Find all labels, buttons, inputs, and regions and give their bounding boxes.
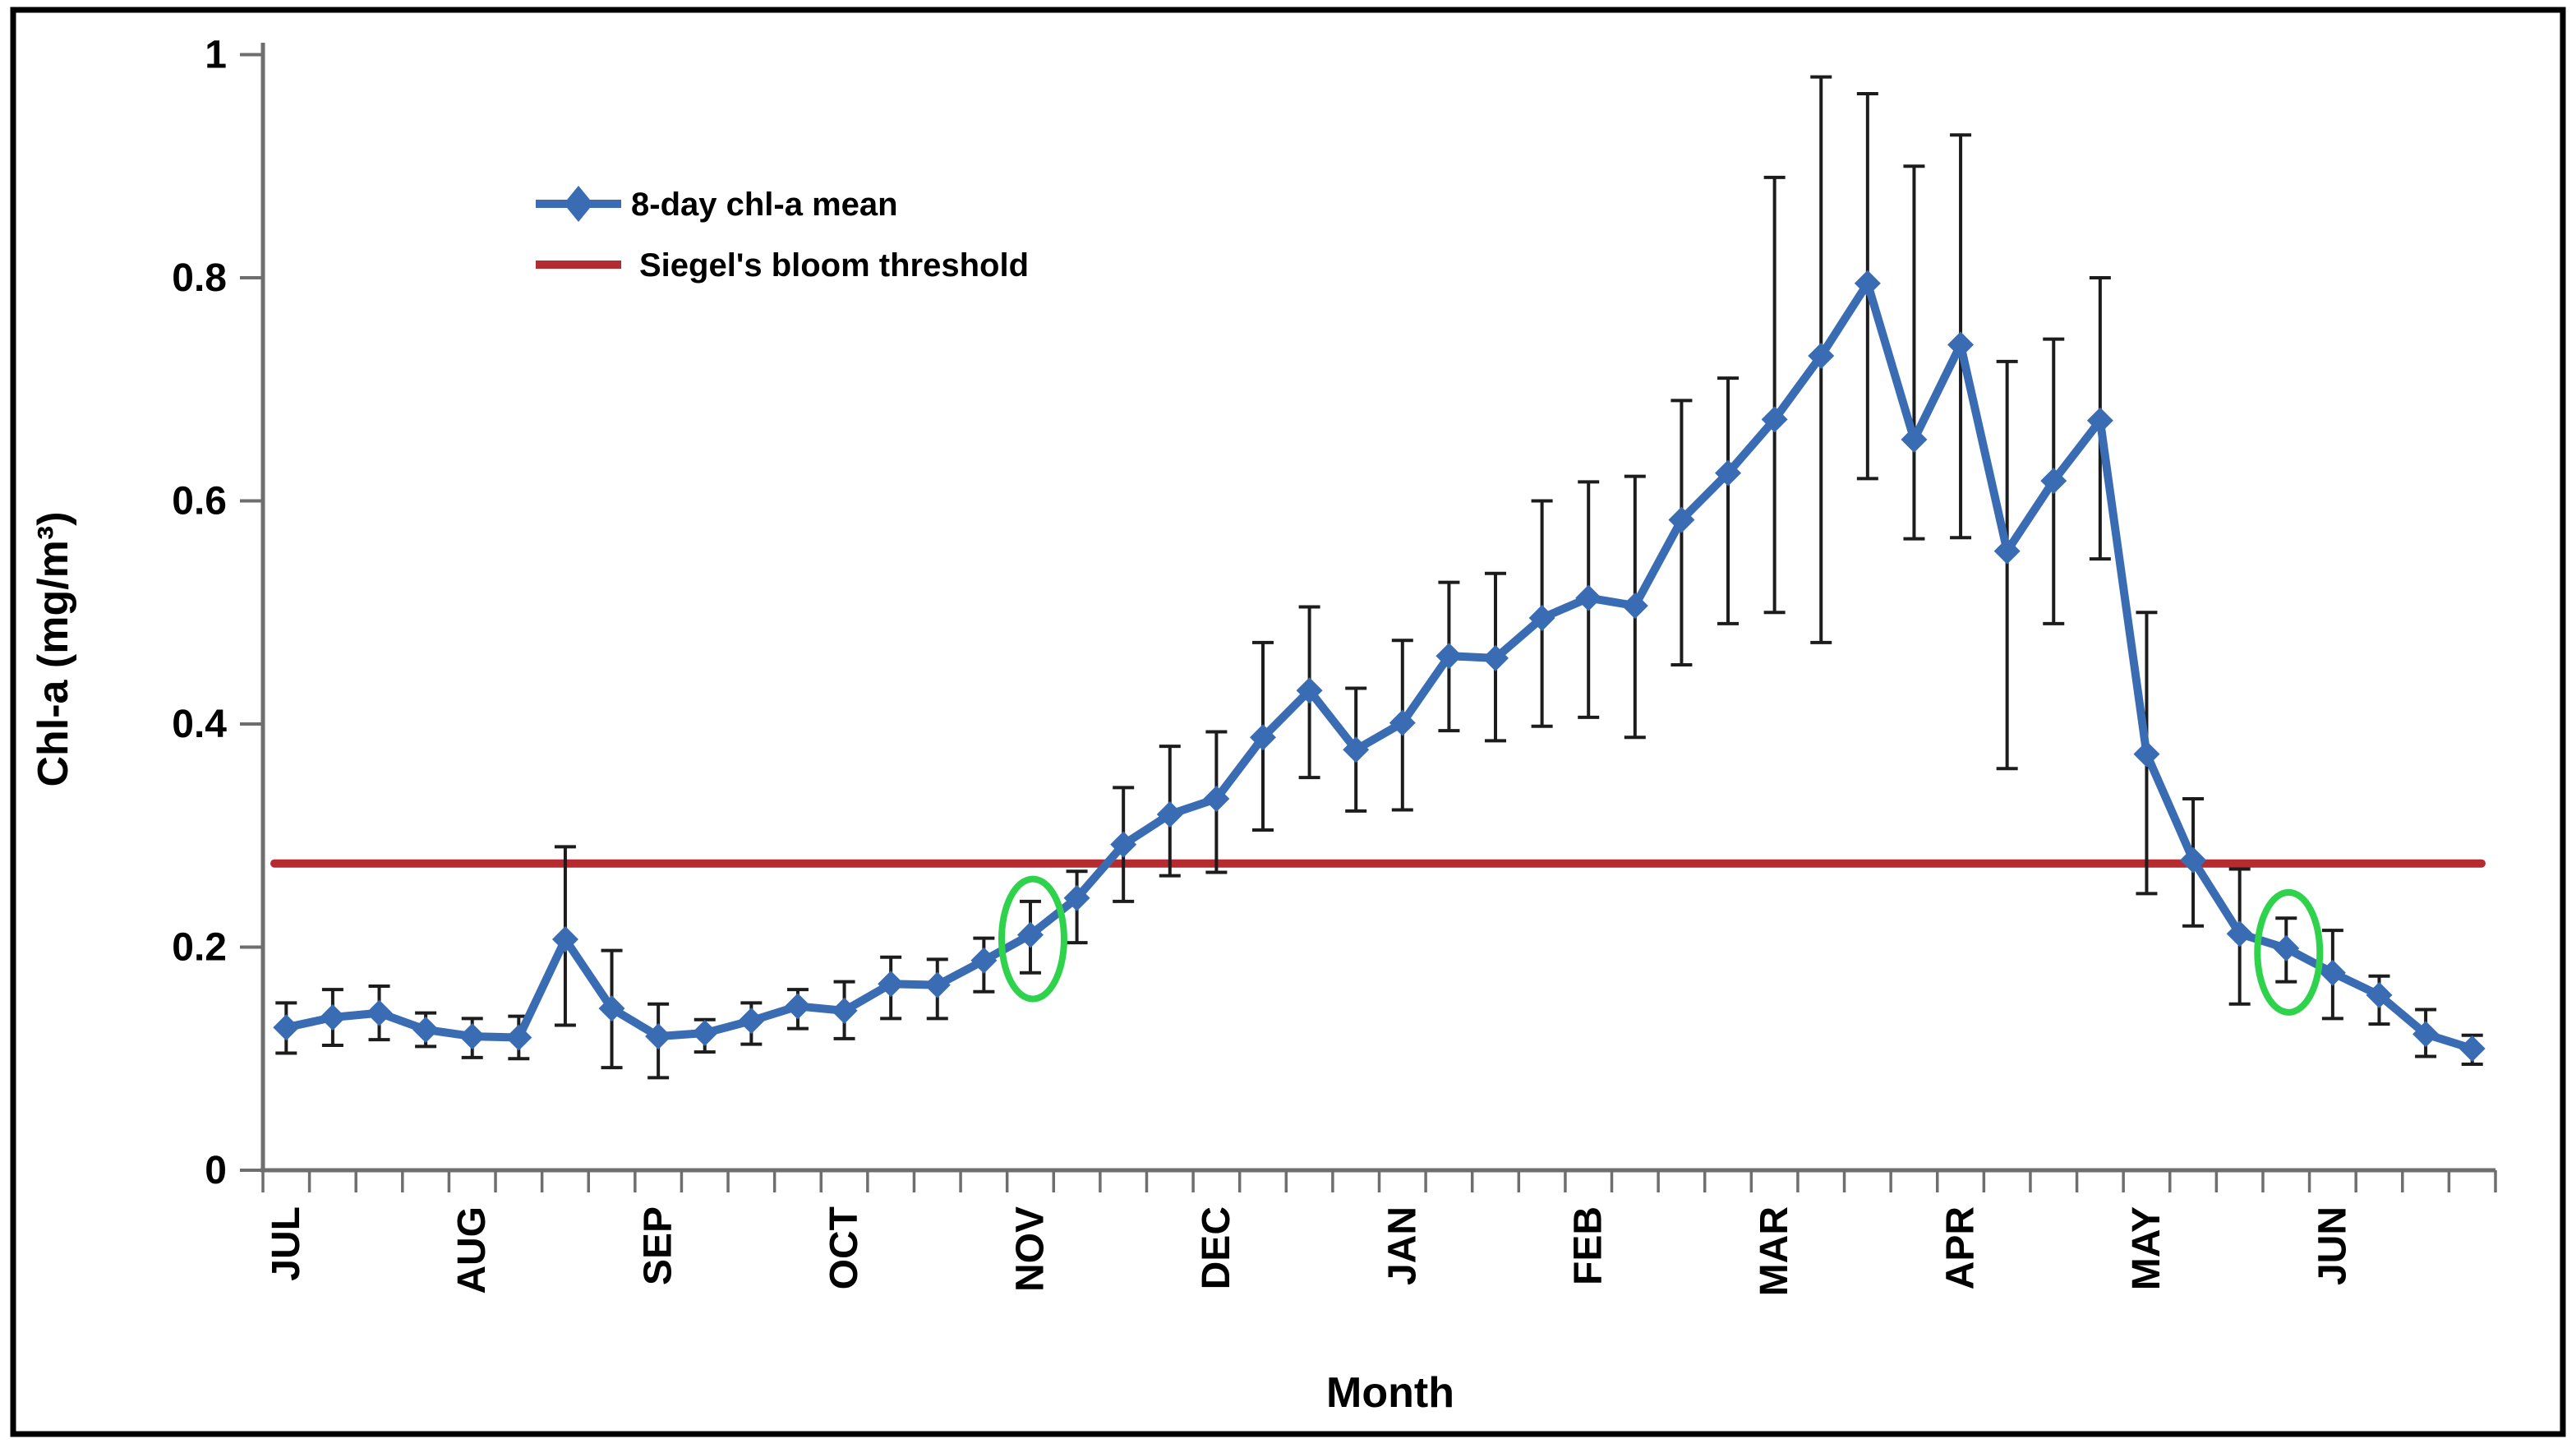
data-point-marker (1063, 884, 1090, 911)
y-tick-label: 1 (205, 34, 227, 77)
data-point-marker (1901, 426, 1928, 453)
y-tick-label: 0.4 (172, 703, 227, 746)
data-point-marker (1110, 831, 1137, 858)
data-point-marker (924, 971, 951, 998)
data-point-marker (1621, 593, 1648, 620)
data-point-marker (1668, 506, 1695, 533)
data-point-marker (1854, 270, 1881, 297)
figure-border (10, 7, 2566, 1437)
y-tick-labels: 0 0.2 0.4 0.6 0.8 1 (172, 34, 227, 1193)
data-point-marker (2086, 407, 2113, 434)
y-axis-title: Chl-a (mg/m³) (30, 511, 77, 786)
highlight-ellipse (2254, 888, 2324, 1016)
data-point-marker (459, 1023, 486, 1050)
data-point-marker (1761, 406, 1788, 433)
data-point-marker (2040, 468, 2067, 495)
y-tick-label: 0.8 (172, 256, 227, 300)
month-label: JUL (265, 1206, 308, 1281)
data-point-marker (1389, 709, 1416, 736)
data-point-marker (366, 999, 393, 1026)
axes (240, 43, 2497, 1192)
data-point-marker (412, 1016, 440, 1043)
data-point-marker (2273, 934, 2300, 961)
data-point-marker (831, 997, 858, 1024)
month-label: DEC (1195, 1206, 1238, 1289)
y-tick-label: 0.6 (172, 480, 227, 523)
data-point-marker (1528, 605, 1555, 632)
legend-series-label: 8-day chl-a mean (631, 187, 898, 223)
data-point-marker (2319, 959, 2346, 986)
data-point-marker (2366, 981, 2393, 1008)
data-point-marker (1016, 921, 1044, 948)
month-label: OCT (823, 1206, 866, 1289)
data-point-marker (2133, 740, 2160, 768)
x-axis-title: Month (1326, 1369, 1454, 1417)
highlight-ellipse (998, 875, 1067, 1003)
data-point-marker (505, 1024, 532, 1051)
data-point-marker (1343, 736, 1370, 763)
data-point-marker (1249, 724, 1276, 751)
data-point-marker (1575, 584, 1602, 611)
data-point-marker (1482, 644, 1509, 671)
y-tick-label: 0.2 (172, 926, 227, 970)
month-label: JAN (1380, 1206, 1424, 1285)
month-label: APR (1939, 1206, 1983, 1289)
legend-series-marker (564, 186, 593, 222)
highlight-ellipses (998, 875, 2324, 1016)
data-point-marker (691, 1020, 718, 1047)
data-point-marker (1296, 677, 1323, 704)
data-point-marker (1203, 785, 1230, 812)
data-point-marker (1156, 800, 1183, 828)
month-label: MAY (2125, 1206, 2168, 1290)
month-label: SEP (637, 1206, 680, 1285)
data-point-marker (878, 971, 905, 998)
legend: 8-day chl-a mean Siegel's bloom threshol… (536, 186, 1029, 284)
data-point-marker (2180, 846, 2207, 874)
data-point-marker (970, 947, 998, 974)
month-label: MAR (1753, 1206, 1796, 1296)
data-point-marker (2226, 920, 2253, 948)
data-point-marker (1808, 343, 1835, 370)
data-point-marker (645, 1023, 672, 1050)
data-point-marker (2458, 1035, 2486, 1063)
data-point-marker (551, 925, 578, 952)
data-point-marker (738, 1008, 765, 1035)
data-point-marker (1715, 459, 1742, 487)
data-point-marker (1947, 331, 1975, 358)
data-point-marker (273, 1014, 300, 1041)
month-label: JUN (2311, 1206, 2354, 1285)
data-point-marker (1993, 537, 2021, 565)
legend-threshold-label: Siegel's bloom threshold (639, 247, 1029, 284)
month-label: FEB (1567, 1206, 1611, 1285)
data-point-marker (1435, 643, 1463, 670)
data-point-marker (598, 995, 625, 1022)
data-point-marker (784, 993, 811, 1020)
month-label: AUG (450, 1206, 494, 1294)
data-point-marker (2412, 1021, 2440, 1048)
y-tick-label: 0 (205, 1149, 227, 1192)
x-month-labels: JUL AUG SEP OCT NOV DEC JAN FEB MAR APR MAY JUN (265, 1206, 2355, 1296)
series-line-group (273, 270, 2486, 1063)
month-label: NOV (1008, 1206, 1052, 1292)
data-point-marker (319, 1004, 346, 1031)
